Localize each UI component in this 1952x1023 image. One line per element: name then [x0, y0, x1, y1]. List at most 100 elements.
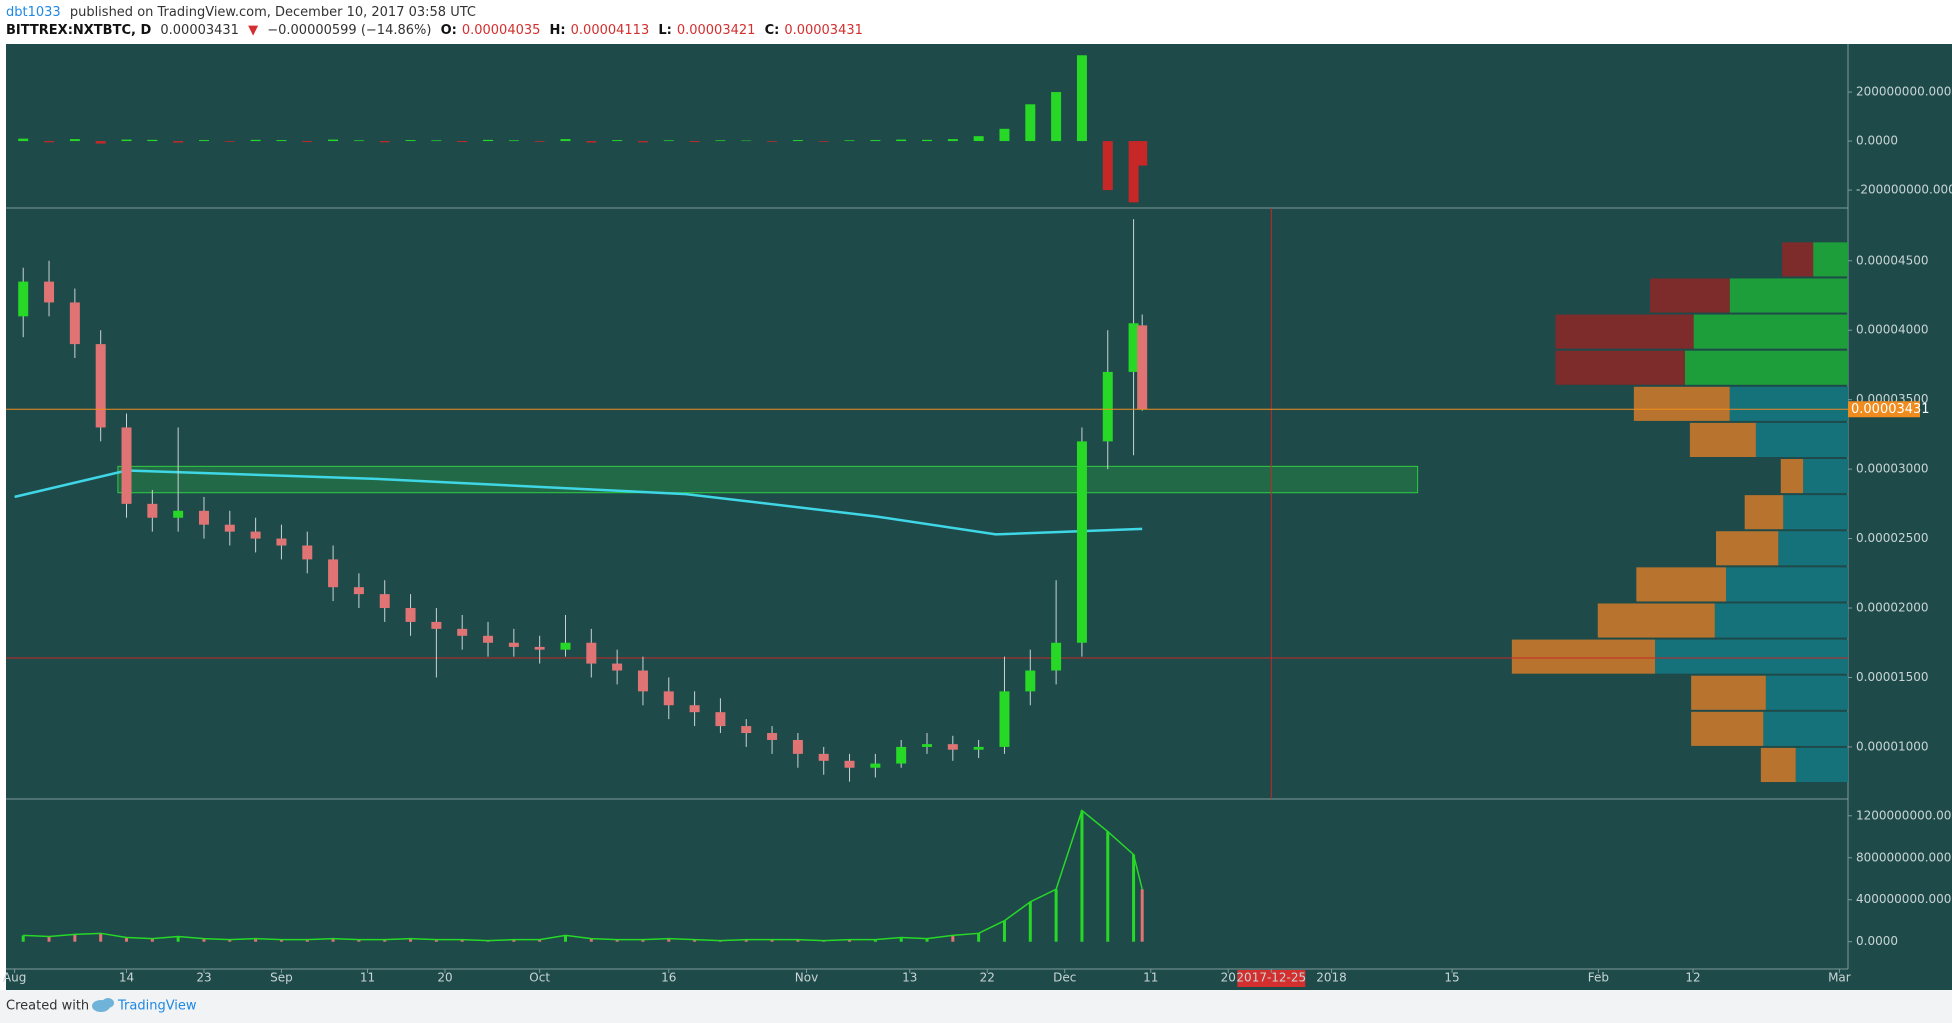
- profile-down: [1716, 531, 1779, 566]
- volume-bar: [434, 939, 438, 942]
- x-tick-label: 13: [902, 971, 917, 985]
- oscillator-bar: [689, 141, 700, 143]
- footer-bg: [0, 990, 1952, 1023]
- candle-body: [483, 635, 494, 643]
- volume-bar: [409, 938, 413, 942]
- y-tick-label: 1200000000.0000: [1856, 808, 1952, 822]
- x-tick-label: Sep: [270, 971, 293, 985]
- profile-down: [1780, 459, 1804, 494]
- oscillator-bar: [973, 136, 984, 142]
- profile-up: [1714, 603, 1848, 638]
- volume-bar: [202, 938, 206, 942]
- c-value: 0.00003431: [784, 23, 863, 38]
- profile-down: [1782, 242, 1814, 277]
- oscillator-bar: [1025, 104, 1036, 142]
- profile-down: [1511, 639, 1656, 674]
- profile-down: [1636, 567, 1726, 602]
- oscillator-bar: [328, 139, 339, 142]
- y-tick-label: 0.00003000: [1856, 462, 1929, 476]
- chart-bg: [6, 44, 1952, 990]
- candle-body: [896, 746, 907, 764]
- header-line-1: dbt1033 published on TradingView.com, De…: [6, 5, 476, 20]
- volume-bar: [150, 938, 154, 942]
- candle-body: [250, 531, 261, 539]
- candle-body: [1025, 670, 1036, 692]
- oscillator-bar: [637, 141, 648, 143]
- candle-body: [457, 628, 468, 636]
- oscillator-bar: [947, 139, 958, 142]
- change: −0.00000599 (−14.86%): [267, 23, 431, 38]
- h-value: 0.00004113: [571, 23, 650, 38]
- oscillator-bar: [353, 140, 364, 142]
- logo[interactable]: [92, 998, 114, 1012]
- profile-down: [1760, 747, 1796, 783]
- profile-up: [1813, 242, 1848, 277]
- candle-body: [999, 691, 1010, 747]
- volume-bar: [228, 939, 232, 942]
- volume-bar: [125, 937, 129, 942]
- profile-up: [1795, 747, 1848, 783]
- y-tick-label: 0.00004000: [1856, 323, 1929, 337]
- candle-body: [870, 763, 881, 768]
- oscillator-bar: [715, 140, 726, 142]
- oscillator-bar: [663, 140, 674, 142]
- candle-body: [121, 427, 132, 504]
- profile-up: [1763, 711, 1848, 746]
- candle-body: [328, 559, 339, 588]
- candle-body: [224, 524, 235, 532]
- candle-body: [844, 760, 855, 768]
- volume-bar: [512, 939, 516, 942]
- oscillator-bar: [870, 140, 881, 142]
- oscillator-bar: [1051, 92, 1062, 142]
- volume-bar: [279, 939, 283, 942]
- candle-body: [612, 663, 623, 671]
- price-tag-bg: [1848, 401, 1920, 418]
- y-tick-label: 0.0000: [1856, 134, 1898, 148]
- profile-up: [1729, 278, 1848, 313]
- volume-bar: [538, 939, 542, 942]
- candle-body: [973, 746, 984, 750]
- volume-bar: [899, 937, 903, 942]
- volume-bar: [848, 939, 852, 942]
- candle-body: [560, 642, 571, 650]
- user[interactable]: dbt1033: [6, 5, 61, 20]
- candle-body: [18, 281, 29, 317]
- volume-bar: [693, 939, 697, 942]
- candle-body: [1137, 325, 1148, 410]
- profile-down: [1555, 350, 1685, 385]
- candle-body: [1076, 441, 1087, 643]
- candle-body: [1128, 323, 1139, 372]
- profile-up: [1684, 350, 1848, 385]
- candle-body: [637, 670, 648, 692]
- x-tick-label: 2017-12-25: [1236, 971, 1306, 985]
- y-tick-label: 400000000.0000: [1856, 892, 1952, 906]
- zone: [117, 465, 1419, 494]
- candle-body: [276, 538, 287, 546]
- profile-up: [1725, 567, 1848, 602]
- o-label: O:: [441, 23, 457, 38]
- oscillator-bar: [147, 139, 158, 142]
- profile-down: [1555, 314, 1694, 349]
- oscillator-bar: [1102, 141, 1113, 191]
- x-tick-label: 15: [1444, 971, 1459, 985]
- oscillator-bar: [922, 139, 932, 142]
- candle-body: [508, 642, 519, 647]
- x-tick-label: 11: [360, 971, 375, 985]
- oscillator-bar: [250, 139, 261, 142]
- volume-bar: [21, 935, 25, 942]
- profile-down: [1689, 422, 1756, 458]
- volume-bar: [641, 939, 645, 942]
- candle-body: [95, 344, 106, 428]
- profile-up: [1778, 531, 1848, 566]
- brand[interactable]: TradingView: [117, 999, 197, 1014]
- profile-down: [1597, 603, 1715, 638]
- y-tick-label: 800000000.0000: [1856, 850, 1952, 864]
- profile-up: [1755, 422, 1848, 458]
- candle-body: [534, 646, 545, 650]
- oscillator-bar: [173, 141, 184, 143]
- y-tick-label: -200000000.0000: [1856, 183, 1952, 197]
- profile-down: [1744, 495, 1784, 530]
- candle-body: [302, 545, 313, 560]
- candle-body: [44, 281, 55, 303]
